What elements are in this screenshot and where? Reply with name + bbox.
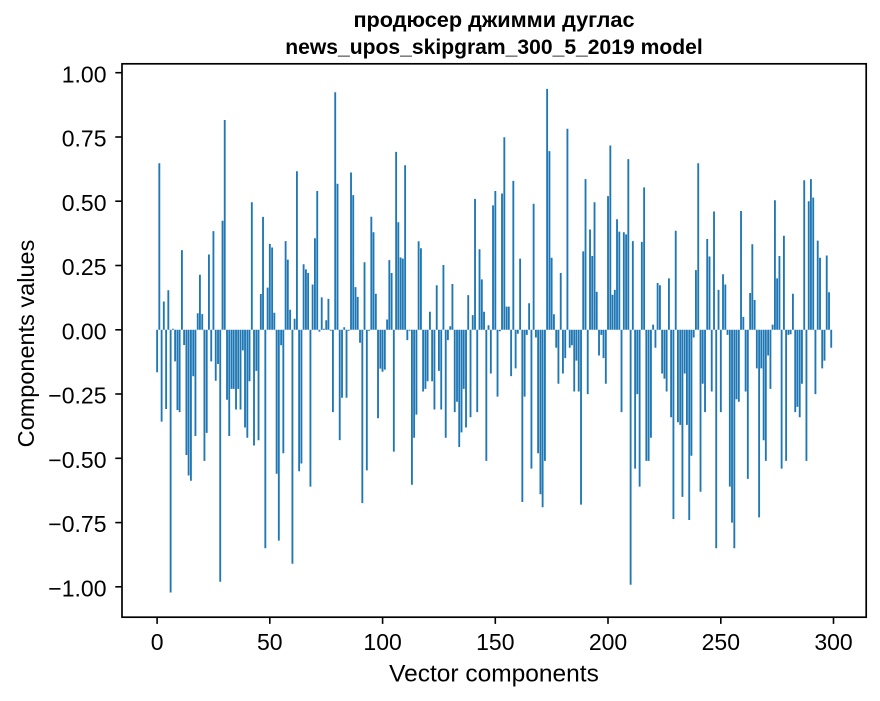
- svg-text:0: 0: [151, 629, 164, 655]
- svg-text:0.00: 0.00: [62, 318, 107, 344]
- svg-text:0.75: 0.75: [62, 126, 107, 152]
- svg-text:1.00: 1.00: [62, 61, 107, 87]
- svg-text:Vector components: Vector components: [389, 661, 599, 688]
- svg-text:news_upos_skipgram_300_5_2019: news_upos_skipgram_300_5_2019 model: [285, 36, 702, 59]
- svg-text:0.50: 0.50: [62, 190, 107, 216]
- svg-text:150: 150: [476, 629, 514, 655]
- svg-text:Components values: Components values: [13, 240, 39, 448]
- svg-text:−0.75: −0.75: [48, 511, 106, 537]
- svg-text:100: 100: [363, 629, 401, 655]
- svg-text:−0.50: −0.50: [48, 447, 106, 473]
- svg-text:200: 200: [589, 629, 627, 655]
- svg-text:50: 50: [257, 629, 283, 655]
- svg-text:−1.00: −1.00: [48, 575, 106, 601]
- svg-text:250: 250: [702, 629, 740, 655]
- svg-text:300: 300: [814, 629, 852, 655]
- svg-text:продюсер джимми дуглас: продюсер джимми дуглас: [353, 7, 634, 32]
- svg-text:0.25: 0.25: [62, 254, 107, 280]
- svg-text:−0.25: −0.25: [48, 383, 106, 409]
